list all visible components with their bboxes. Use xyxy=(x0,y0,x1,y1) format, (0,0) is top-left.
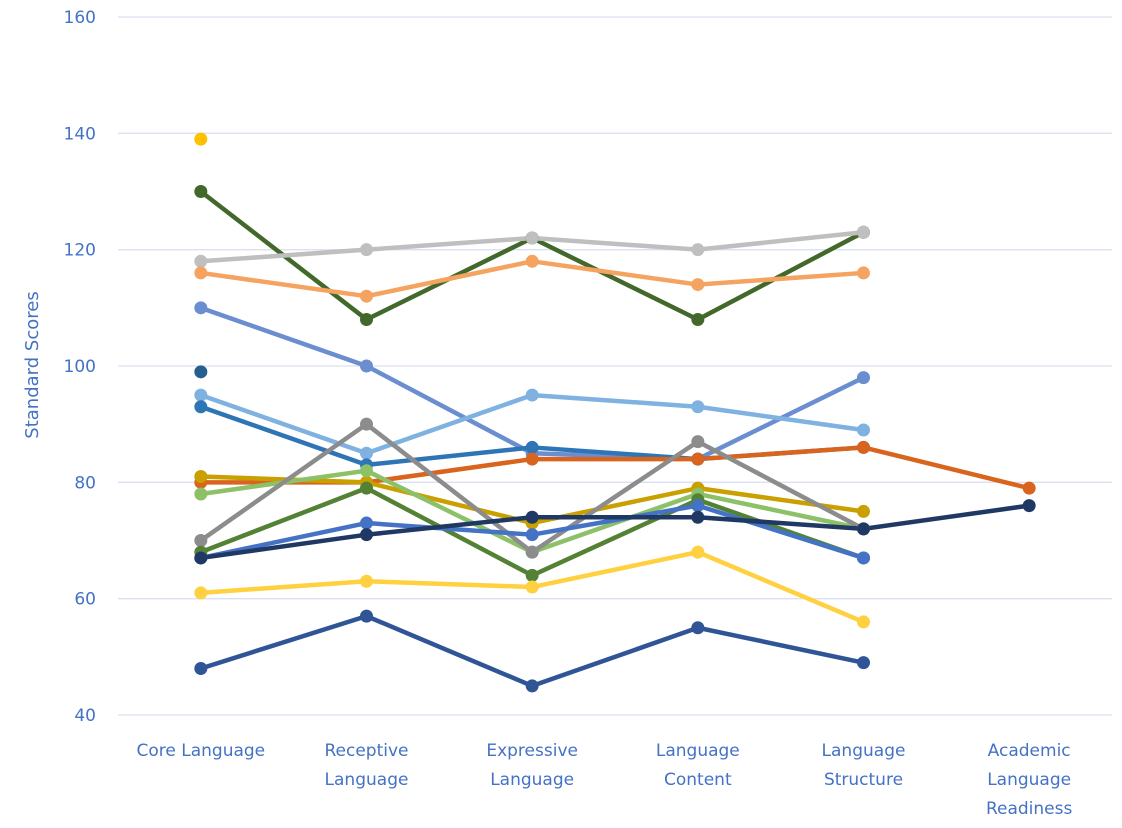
y-tick-label: 40 xyxy=(74,706,96,726)
data-point xyxy=(691,278,705,292)
data-point xyxy=(1022,499,1036,513)
data-point xyxy=(360,289,373,303)
x-category-label: Language Structure xyxy=(822,741,906,790)
data-point xyxy=(194,400,208,414)
data-point xyxy=(360,446,373,460)
data-point xyxy=(691,621,705,635)
y-tick-label: 120 xyxy=(64,241,96,261)
data-point xyxy=(525,528,539,542)
data-point xyxy=(360,417,373,431)
data-point xyxy=(691,435,705,449)
data-point xyxy=(857,551,870,565)
gridlines xyxy=(118,16,1112,716)
data-point xyxy=(194,551,208,565)
data-point xyxy=(691,400,705,414)
series-line xyxy=(198,305,866,462)
x-category-label: Receptive Language xyxy=(324,741,408,790)
data-point xyxy=(857,371,870,385)
y-tick-label: 60 xyxy=(74,590,96,610)
data-point xyxy=(525,231,539,245)
data-point xyxy=(360,464,373,478)
data-point xyxy=(691,243,705,257)
data-point xyxy=(360,528,373,542)
data-point xyxy=(525,452,539,466)
x-category-label: Academic Language Readiness xyxy=(986,741,1073,819)
y-tick-label: 140 xyxy=(64,124,96,144)
data-point xyxy=(525,568,539,582)
data-point xyxy=(691,545,705,559)
data-point xyxy=(360,359,373,373)
data-point xyxy=(360,312,373,326)
data-point xyxy=(857,522,870,536)
data-point xyxy=(194,487,208,501)
y-tick-label: 80 xyxy=(74,473,96,493)
data-point xyxy=(194,388,208,402)
data-point xyxy=(525,510,539,524)
data-point xyxy=(857,656,870,670)
data-point xyxy=(525,388,539,402)
data-point xyxy=(360,516,373,530)
data-point xyxy=(857,423,870,437)
data-point xyxy=(360,481,373,495)
data-point xyxy=(525,679,539,693)
series-lines xyxy=(198,189,1032,689)
data-point xyxy=(857,504,870,518)
data-point xyxy=(857,615,870,629)
series-points xyxy=(194,132,1036,693)
y-tick-label: 160 xyxy=(64,8,96,28)
data-point xyxy=(194,266,208,280)
data-point xyxy=(525,545,539,559)
data-point xyxy=(194,661,208,675)
data-point xyxy=(194,586,208,600)
data-point xyxy=(691,499,705,513)
y-axis-ticks: 40 60 80 100 120 140 160 xyxy=(64,8,96,726)
data-point xyxy=(194,254,208,268)
y-axis-title: Standard Scores xyxy=(22,291,43,438)
data-point xyxy=(194,470,208,484)
data-point xyxy=(194,365,208,379)
data-point xyxy=(194,185,208,198)
data-point xyxy=(857,440,870,454)
x-axis-categories: Core Language Receptive Language Expressive… xyxy=(137,741,1073,819)
series-line xyxy=(198,503,1032,561)
x-category-label: Expressive Language xyxy=(486,741,578,790)
data-point xyxy=(1022,481,1036,495)
data-point xyxy=(525,440,539,454)
data-point xyxy=(691,452,705,466)
data-point xyxy=(194,132,208,146)
data-point xyxy=(525,254,539,268)
data-point xyxy=(360,609,373,623)
data-point xyxy=(691,510,705,524)
y-tick-label: 100 xyxy=(64,357,96,377)
data-point xyxy=(194,301,208,315)
data-point xyxy=(857,266,870,280)
data-point xyxy=(194,534,208,547)
data-point xyxy=(360,574,373,588)
data-point xyxy=(691,312,705,326)
data-point xyxy=(525,580,539,594)
data-point xyxy=(857,225,870,239)
x-category-label: Language Content xyxy=(656,741,740,790)
x-category-label: Core Language xyxy=(137,741,266,761)
series-line xyxy=(198,613,866,689)
data-point xyxy=(360,243,373,257)
